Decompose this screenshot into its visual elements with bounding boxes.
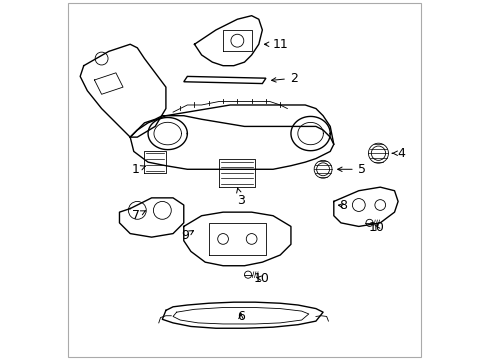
Text: 4: 4 xyxy=(391,147,405,160)
Text: 2: 2 xyxy=(271,72,297,85)
Text: 7: 7 xyxy=(131,209,145,222)
Text: 5: 5 xyxy=(337,163,365,176)
Text: 1: 1 xyxy=(131,163,145,176)
Text: 10: 10 xyxy=(368,221,384,234)
Text: 11: 11 xyxy=(264,38,287,51)
Text: 8: 8 xyxy=(338,199,346,212)
Text: 3: 3 xyxy=(236,188,244,207)
Text: 6: 6 xyxy=(237,310,244,323)
Text: 10: 10 xyxy=(253,272,269,285)
Text: 9: 9 xyxy=(181,229,193,242)
